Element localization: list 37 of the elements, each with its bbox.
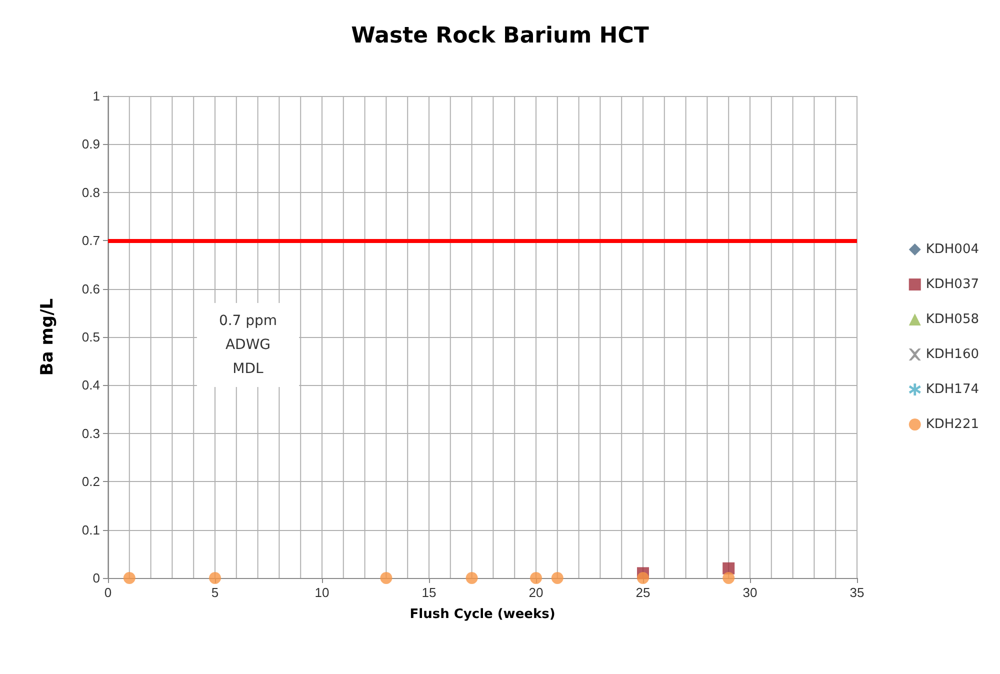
y-tick-label: 0.4 [82,378,100,393]
x-tick-label: 20 [528,585,544,600]
point [530,572,542,584]
point [380,572,392,584]
y-tick-label: 0.5 [82,330,100,344]
y-tick-label: 1 [92,88,100,104]
legend-label: KDH221 [926,417,979,432]
x-tick-label: 0 [104,585,112,600]
y-axis-title: Ba mg/L [38,298,58,376]
point [209,572,221,584]
point [123,572,136,584]
x-tick-label: 30 [742,585,758,600]
y-tick-label: 0.2 [82,474,100,490]
y-tick-label: 0.1 [82,522,100,538]
x-tick-label: 5 [211,585,219,600]
y-tick-label: 0 [92,570,100,586]
legend-label: KDH174 [926,382,979,397]
x-tick-label: 35 [850,585,864,600]
annotation: 0.7 ppm ADWG MDL [218,313,278,377]
y-tick-label: 0.6 [82,281,100,296]
y-tick-label: 0.3 [82,426,100,441]
x-tick-label: 25 [636,585,650,600]
point [551,572,564,584]
x-tick-label: 15 [422,585,436,600]
legend-label: KDH037 [926,277,979,292]
point [637,572,649,584]
x-axis-title: Flush Cycle (weeks) [410,607,556,622]
y-tick-label: 0.8 [82,184,100,200]
point [466,572,478,584]
x-tick-label: 10 [314,585,330,600]
point [722,572,735,584]
legend-label: KDH160 [926,347,979,362]
legend-label: KDH058 [926,312,979,327]
chart-title: Waste Rock Barium HCT [351,24,649,48]
y-tick-label: 0.7 [82,233,100,248]
legend-label: KDH004 [926,242,979,257]
y-tick-label: 0.9 [82,136,100,152]
